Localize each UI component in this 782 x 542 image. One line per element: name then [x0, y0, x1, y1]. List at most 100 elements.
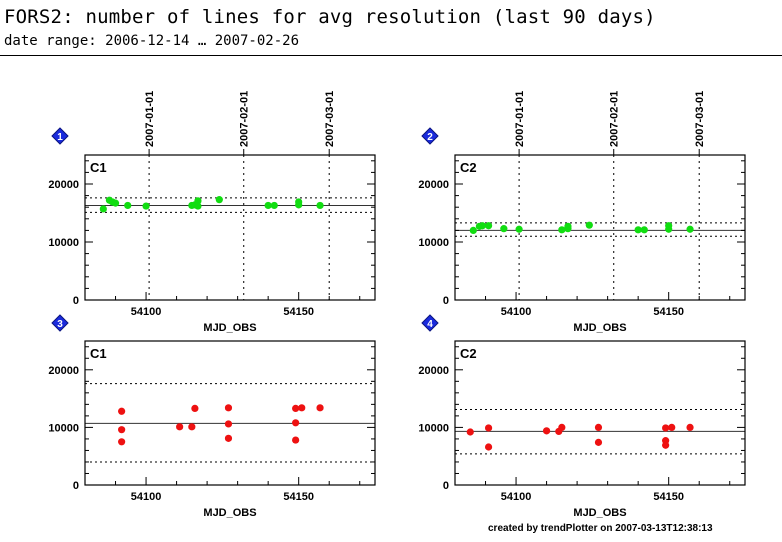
data-point	[466, 428, 474, 436]
y-tick-label: 10000	[418, 422, 449, 434]
data-point	[224, 404, 233, 412]
data-point	[176, 423, 184, 431]
plot-frame	[454, 154, 746, 301]
data-point	[111, 199, 120, 207]
header-divider	[0, 55, 782, 56]
panel-badge-number: 2	[427, 132, 433, 143]
date-label: 2007-03-01	[694, 91, 706, 147]
x-tick-label: 54150	[283, 491, 314, 503]
data-point	[292, 419, 300, 427]
panel-badge-icon	[51, 127, 69, 145]
x-tick-label: 54150	[283, 306, 314, 318]
panel-badge-icon	[421, 127, 439, 145]
data-point	[558, 423, 566, 431]
panel-label: C2	[460, 346, 477, 361]
plot-frame	[84, 340, 376, 486]
data-point	[594, 423, 603, 431]
data-point	[224, 434, 233, 442]
data-point	[469, 226, 477, 234]
data-point	[118, 407, 126, 415]
x-tick-label: 54100	[131, 306, 162, 318]
data-point	[634, 226, 642, 234]
data-point	[316, 404, 324, 412]
date-range-subtitle: date range: 2006-12-14 … 2007-02-26	[4, 33, 300, 49]
y-tick-label: 0	[443, 295, 449, 307]
y-tick-label: 10000	[418, 237, 449, 249]
data-point	[124, 201, 132, 210]
data-point	[686, 423, 694, 431]
data-point	[500, 225, 508, 233]
panel-label: C1	[90, 160, 107, 175]
y-tick-label: 20000	[418, 179, 449, 191]
page-title: FORS2: number of lines for avg resolutio…	[4, 6, 656, 28]
data-point	[668, 423, 676, 431]
data-point	[686, 225, 694, 233]
panel-label: C2	[460, 160, 477, 175]
x-tick-label: 54100	[501, 491, 532, 503]
data-point	[99, 205, 107, 213]
data-point	[191, 404, 199, 412]
panel-badge-number: 1	[57, 132, 63, 143]
date-label: 2007-02-01	[239, 91, 251, 147]
data-point	[640, 226, 648, 234]
x-axis-label: MJD_OBS	[573, 322, 626, 334]
data-point	[215, 196, 223, 204]
data-point	[118, 426, 126, 434]
data-point	[662, 441, 670, 449]
y-tick-label: 20000	[48, 179, 79, 191]
data-point	[292, 404, 300, 412]
data-point	[224, 420, 233, 428]
chart-panel-1: 2007-01-01 2007-02-01 2007-03-01 0 10000 2000…	[48, 91, 376, 334]
date-label: 2007-01-01	[144, 91, 156, 147]
x-axis-label: MJD_OBS	[573, 507, 626, 519]
panel-badge-number: 3	[57, 319, 63, 330]
data-point	[295, 198, 303, 206]
date-label: 2007-01-01	[514, 91, 526, 147]
data-point	[188, 423, 196, 431]
y-tick-label: 10000	[48, 422, 79, 434]
date-label: 2007-02-01	[609, 91, 621, 147]
plot-frame	[84, 154, 376, 301]
data-point	[484, 424, 493, 432]
x-axis-label: MJD_OBS	[203, 507, 256, 519]
data-point	[585, 221, 593, 229]
x-tick-label: 54100	[501, 306, 532, 318]
x-tick-label: 54150	[653, 491, 684, 503]
chart-panel-3: 0 10000 20000 54100 54150 MJD_OBS C1 3	[48, 314, 376, 519]
x-tick-label: 54150	[653, 306, 684, 318]
data-point	[292, 436, 300, 444]
data-point	[270, 201, 278, 210]
data-point	[484, 222, 493, 230]
x-axis-label: MJD_OBS	[203, 322, 256, 334]
data-point	[478, 222, 487, 230]
data-point	[542, 427, 551, 435]
data-point	[564, 222, 572, 230]
panel-badge-icon	[51, 314, 69, 332]
data-point	[316, 201, 324, 210]
date-label: 2007-03-01	[324, 91, 336, 147]
data-point	[194, 197, 202, 205]
footer-credit: created by trendPlotter on 2007-03-13T12…	[488, 523, 713, 534]
data-point	[662, 424, 670, 432]
y-tick-label: 0	[73, 295, 79, 307]
panel-badge-icon	[421, 314, 439, 332]
plot-frame	[454, 340, 746, 486]
y-tick-label: 0	[73, 480, 79, 492]
y-tick-label: 20000	[418, 365, 449, 377]
y-tick-label: 0	[443, 480, 449, 492]
data-point	[118, 438, 126, 446]
chart-panel-2: 2007-01-01 2007-02-01 2007-03-01 0 10000 2000…	[418, 91, 746, 334]
data-point	[264, 201, 272, 210]
data-point	[142, 202, 150, 210]
y-tick-label: 20000	[48, 365, 79, 377]
chart-panel-4: 0 10000 20000 54100 54150 MJD_OBS C2 4	[418, 314, 746, 519]
data-point	[515, 225, 523, 233]
data-point	[558, 226, 566, 234]
data-point	[484, 443, 493, 451]
data-point	[298, 404, 306, 412]
panel-label: C1	[90, 346, 107, 361]
data-point	[194, 202, 202, 210]
data-point	[665, 222, 673, 230]
data-point	[594, 438, 603, 446]
